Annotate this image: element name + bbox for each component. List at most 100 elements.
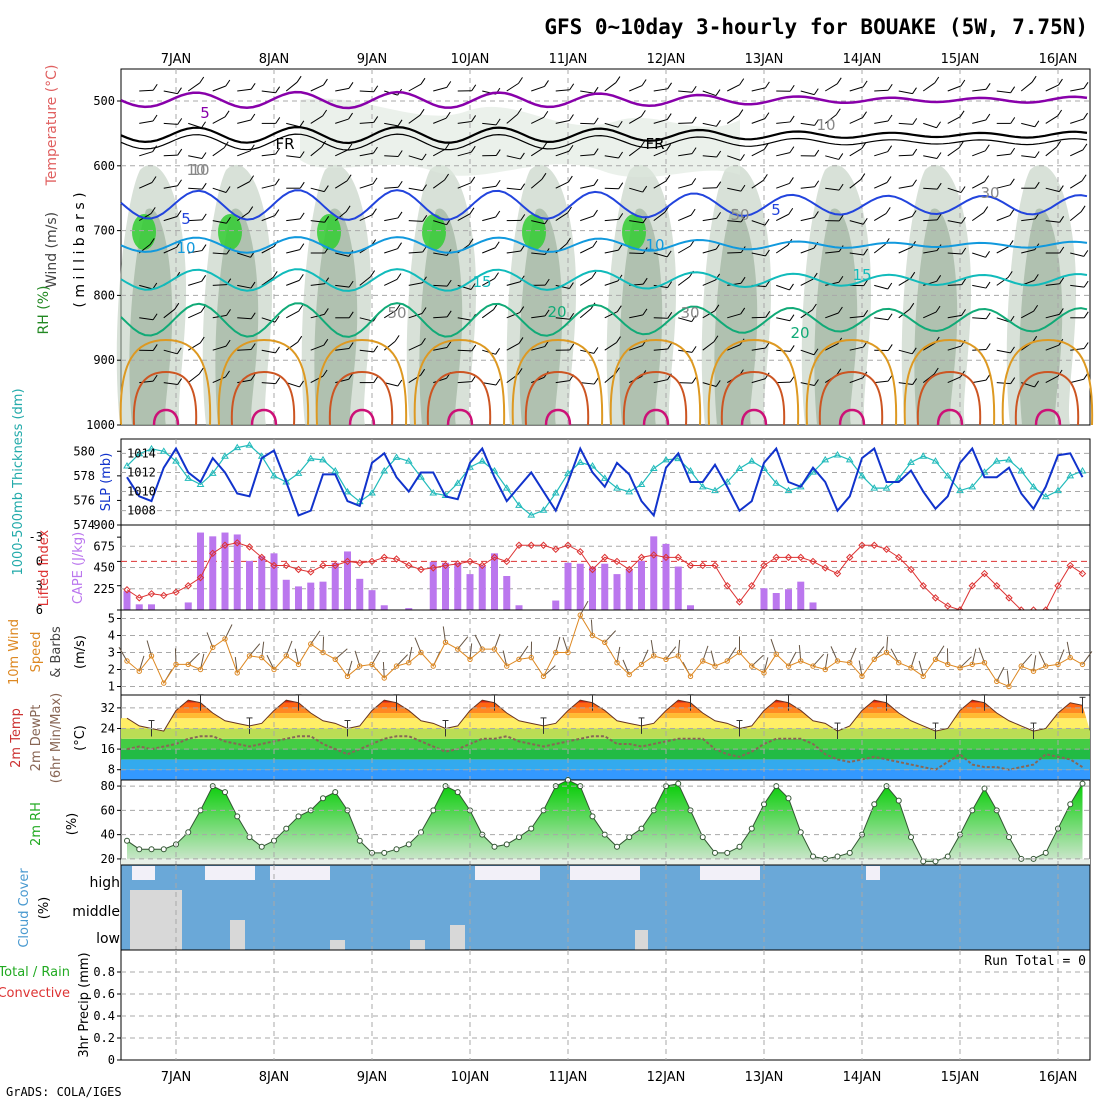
li-point — [429, 564, 437, 572]
wind-barb-flag — [616, 336, 621, 343]
wind-barb-flag — [765, 311, 771, 318]
wind-barb — [947, 187, 962, 194]
wind-barb-flag — [716, 150, 722, 158]
wind-barb-flag — [346, 174, 352, 182]
wind-barb-flag — [200, 305, 206, 313]
wind-barb — [824, 83, 838, 92]
wind-barb-flag — [373, 146, 378, 154]
wind-barb-flag — [323, 308, 329, 315]
contour-25c — [413, 338, 506, 426]
li-point — [368, 557, 376, 566]
wind-barb — [922, 82, 936, 92]
wind-barb — [653, 284, 668, 289]
cape-bar — [123, 591, 131, 610]
wind10-point — [1030, 668, 1037, 674]
wind-barb-flag — [863, 310, 869, 317]
wind-barb — [457, 151, 472, 157]
wind-barb — [1045, 115, 1058, 124]
li-ylabel: Lifted Index — [37, 529, 52, 606]
wind-barb — [653, 119, 668, 124]
precip-ylabel-b: Convective — [0, 986, 70, 1001]
wind-barb-flag — [814, 379, 819, 386]
wind10-tick: 4 — [108, 629, 115, 643]
wind-barb — [972, 252, 986, 258]
wind-barb-flag — [885, 207, 891, 214]
precip-panel: 0.8 0.6 0.4 0.2 0 Run Total = 0 Total / Rain… — [0, 949, 1091, 1067]
wind-barb-flag — [985, 281, 991, 289]
li-point — [674, 553, 682, 562]
li-point — [527, 541, 535, 549]
wind-barb — [187, 342, 201, 351]
wind-barb-flag — [985, 251, 990, 258]
wind-barb — [849, 315, 864, 319]
wind-barb-flag — [814, 149, 820, 157]
contour-35c — [642, 408, 670, 426]
wind10-point — [369, 661, 375, 668]
wind-barb-flag — [567, 175, 573, 183]
wind-barb-flag — [1033, 274, 1039, 281]
wind-barb — [555, 89, 570, 92]
wind-barb — [898, 216, 913, 222]
wind-barb — [727, 155, 741, 161]
wind-barb — [163, 185, 178, 189]
wind-barb-flag — [838, 153, 844, 160]
li-point — [711, 561, 719, 570]
li-point — [735, 598, 744, 606]
wind10-ticks: 5 4 3 2 1 — [108, 612, 121, 694]
wind-barb — [384, 279, 398, 286]
wind-barb-flag — [323, 338, 329, 346]
contour-25c — [315, 338, 408, 426]
wind-barb-flag — [936, 182, 942, 190]
temp2m-tick: 32 — [101, 701, 115, 715]
wind-barb-flag — [495, 348, 501, 355]
wind-barb — [359, 276, 371, 286]
contour-30c — [1014, 370, 1080, 426]
wind-barb-flag — [911, 347, 917, 355]
footer-credit: GrADS: COLA/IGES — [6, 1085, 122, 1099]
contour-35c — [1034, 408, 1062, 426]
wind-barb-flag — [961, 309, 966, 316]
wind-barb — [506, 250, 521, 254]
rh-point — [920, 858, 927, 865]
wind-barb — [261, 184, 276, 189]
wind-barb-flag — [373, 345, 379, 353]
wind-barb — [579, 277, 593, 286]
thickness-point — [306, 454, 315, 462]
rh-point — [124, 837, 130, 844]
wind-barb-flag — [348, 82, 354, 89]
wind-barb-flag — [397, 242, 402, 249]
wind-barb — [335, 118, 349, 124]
x-tick-label: 8JAN — [259, 52, 290, 67]
contour-35c — [740, 408, 768, 426]
wind-barb-flag — [765, 249, 770, 257]
wind-barb — [531, 252, 546, 255]
sounding-level-ticks: 500 600 700 800 900 1000 — [86, 94, 121, 432]
wind10-point — [185, 661, 191, 668]
wind10-point — [173, 661, 179, 668]
rh2m-ylabel: 2m RH — [29, 802, 44, 846]
wind-barb-flag — [740, 215, 746, 223]
wind-barb — [212, 147, 225, 157]
wind10-point — [161, 680, 167, 686]
wind-barb-flag — [691, 85, 697, 93]
wind-barb — [947, 85, 961, 92]
wind-barb-flag — [519, 306, 525, 313]
wind-barb — [972, 88, 987, 92]
wind-barb — [1069, 180, 1083, 189]
wind-barb — [1045, 283, 1060, 286]
contour-30c — [818, 370, 884, 426]
wind-barb — [531, 85, 545, 92]
rh2m-tick: 40 — [101, 828, 115, 842]
wind10-point — [246, 653, 253, 659]
wind-barb-flag — [666, 113, 672, 120]
thickness-point — [919, 452, 928, 459]
wind-barb — [261, 215, 275, 222]
wind-barb-flag — [471, 344, 477, 352]
wind-barb — [188, 219, 203, 222]
rh-moist-core — [317, 214, 341, 250]
wind-barb-flag — [715, 273, 721, 281]
wind-barb-flag — [690, 208, 696, 216]
wind-barb-flag — [862, 217, 868, 225]
wind-barb-flag — [225, 186, 231, 193]
cape-bar — [282, 579, 290, 610]
